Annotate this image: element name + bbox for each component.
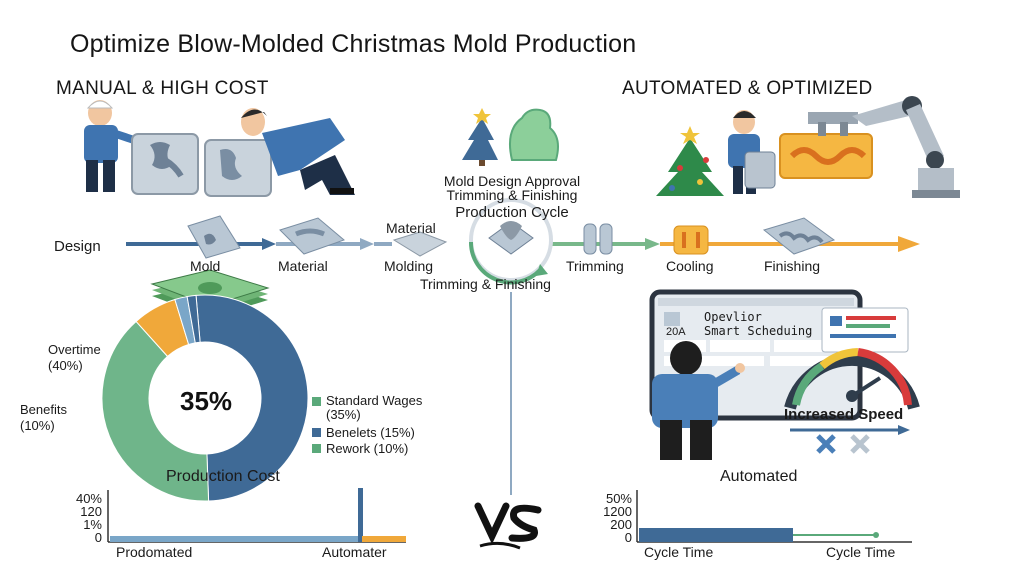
legend-swatch-green: [312, 397, 321, 406]
left-chart-ticks: 40% 120 1% 0: [64, 492, 102, 544]
donut-legend: Standard Wages (35%) Benelets (15%) Rewo…: [312, 394, 422, 456]
donut-label-benefits: Benefits (10%): [20, 402, 67, 433]
step-label-material: Material: [278, 258, 328, 274]
tick-label: 200: [610, 517, 632, 532]
cost-donut-chart: [101, 294, 309, 502]
legend-label: Benelets (15%): [326, 425, 415, 440]
donut-hole: [150, 343, 260, 453]
step-label-design: Design: [54, 238, 101, 255]
tick-label: 1200: [603, 504, 632, 519]
step-label-material-top: Material: [386, 220, 436, 236]
step-icon-molding: [392, 231, 448, 257]
step-label-trimming: Trimming: [566, 258, 624, 274]
christmas-tree-blue: [462, 108, 498, 166]
automation-worker: [728, 110, 776, 194]
step-icon-finishing: [762, 217, 836, 255]
right-chart-line-green: [793, 534, 875, 536]
tick-label: 1%: [83, 517, 102, 532]
legend-swatch-green: [312, 444, 321, 453]
legend-label: Rework (10%): [326, 441, 409, 456]
robot-arm: [808, 96, 960, 198]
speed-gauge: [784, 348, 920, 410]
left-chart-xlabel-1: Prodomated: [116, 544, 193, 560]
left-section-heading: MANUAL & HIGH COST: [56, 78, 269, 99]
molded-part-orange: [779, 133, 873, 179]
dashboard-line1: Opevlior: [704, 310, 762, 324]
christmas-mold-green: [509, 108, 559, 161]
manual-mold-right: [204, 139, 272, 197]
process-bottom-label: Trimming & Finishing: [420, 276, 551, 292]
right-section-heading: AUTOMATED & OPTIMIZED: [622, 78, 873, 99]
tick-label: 50%: [605, 491, 632, 506]
right-chart-ticks: 50% 1200 200 0: [590, 492, 632, 544]
left-chart-bar-orange: [362, 536, 406, 542]
donut-label-overtime: Overtime (40%): [48, 342, 101, 373]
right-chart-xlabel-2: Cycle Time: [826, 544, 896, 560]
process-title-line2: Trimming & Finishing: [446, 187, 578, 203]
legend-label: Standard Wages (35%): [326, 393, 423, 422]
step-label-mold: Mold: [190, 258, 221, 274]
legend-item-rework: Rework (10%): [312, 441, 422, 456]
tick-label: 0: [624, 530, 632, 545]
legend-item-benelets: Benelets (15%): [312, 425, 422, 440]
donut-center-value: 35%: [180, 386, 233, 416]
left-chart-marks: [110, 488, 406, 542]
step-icon-material: [279, 217, 345, 255]
legend-swatch-blue: [312, 428, 321, 437]
right-chart-bar-blue: [639, 528, 793, 542]
manual-mold-left: [131, 133, 199, 195]
right-chart-end-dot: [873, 532, 879, 538]
donut-segment-blue: [195, 294, 309, 502]
tick-label: 0: [94, 530, 102, 545]
right-chart-title: Automated: [720, 468, 798, 485]
step-label-molding: Molding: [384, 258, 434, 274]
page-title: Optimize Blow-Molded Christmas Mold Prod…: [70, 30, 637, 58]
step-label-cooling: Cooling: [666, 258, 714, 274]
tool-icon-blue: [816, 434, 836, 454]
step-icon-trimming: [583, 223, 613, 255]
manual-worker-right: [241, 108, 355, 195]
left-chart-bar-blue: [110, 536, 360, 542]
tick-label: 40%: [75, 491, 102, 506]
left-chart-title: Production Cost: [166, 468, 280, 485]
left-chart-xlabel-2: Automater: [322, 544, 387, 560]
step-icon-mold: [187, 215, 241, 259]
donut-segment-dark: [186, 294, 201, 344]
christmas-tree-green: [656, 126, 724, 196]
donut-segment-green: [101, 320, 210, 502]
vs-emblem: [474, 502, 542, 550]
dashboard-tile: 20A: [666, 326, 686, 338]
process-title-line3: Production Cycle: [455, 204, 569, 221]
step-icon-cooling: [673, 225, 709, 255]
operator-figure: [652, 341, 745, 460]
dashboard-line2: Smart Scheduing: [704, 324, 813, 338]
process-arrow-left: [126, 238, 392, 250]
left-chart-spike: [358, 488, 363, 542]
gauge-label: Increased Speed: [784, 406, 904, 423]
tool-icon-grey: [850, 434, 870, 454]
legend-item-standard-wages: Standard Wages (35%): [312, 394, 422, 422]
step-label-finishing: Finishing: [764, 258, 821, 274]
process-center-title: Mold Design Approval Trimming & Finishin…: [398, 174, 626, 220]
tick-label: 120: [80, 504, 102, 519]
dashboard-popup: [821, 307, 909, 353]
right-chart-marks: [639, 528, 879, 542]
production-cycle-ring: [468, 198, 553, 285]
right-chart-xlabel-1: Cycle Time: [644, 544, 714, 560]
process-title-line1: Mold Design Approval: [443, 173, 581, 189]
